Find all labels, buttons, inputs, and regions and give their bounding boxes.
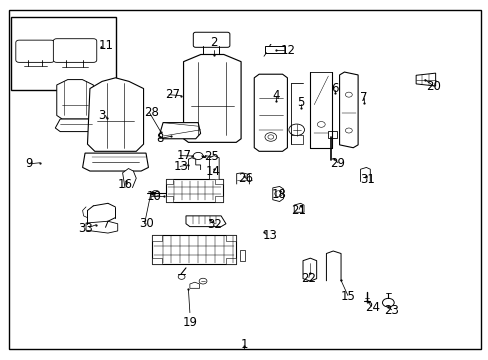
Text: 7: 7 [360,91,367,104]
Polygon shape [82,153,148,171]
Polygon shape [159,123,200,139]
Text: 14: 14 [205,165,220,177]
Bar [215,197,223,202]
FancyBboxPatch shape [193,32,229,47]
Text: 29: 29 [330,157,345,170]
Text: 20: 20 [426,80,440,93]
Bar [152,235,235,264]
Text: 6: 6 [330,82,338,95]
Polygon shape [86,221,118,233]
Bar [264,45,285,53]
Polygon shape [19,42,51,60]
Bar [225,235,235,241]
Text: 13: 13 [173,160,188,173]
Text: 11: 11 [98,39,113,52]
Text: 9: 9 [25,157,33,170]
Polygon shape [57,80,93,119]
Text: 2: 2 [210,36,218,49]
Text: 4: 4 [272,89,279,102]
Bar [152,235,161,241]
Text: 5: 5 [296,96,304,109]
Polygon shape [55,119,97,132]
Bar [225,258,235,264]
Text: 19: 19 [182,316,197,329]
Text: 15: 15 [340,290,355,303]
Text: 12: 12 [281,44,295,57]
Polygon shape [87,78,143,151]
Circle shape [151,192,155,195]
Text: 21: 21 [290,204,305,217]
Text: 28: 28 [144,106,159,119]
Polygon shape [326,251,340,281]
Polygon shape [185,216,225,226]
Bar [165,197,173,202]
Text: 16: 16 [117,178,132,191]
Text: 17: 17 [176,149,191,162]
Text: 26: 26 [238,172,252,185]
Polygon shape [360,167,369,182]
Text: 10: 10 [147,190,162,203]
Polygon shape [239,250,245,261]
Bar [11,17,116,90]
Polygon shape [189,282,199,288]
Bar [152,258,161,264]
Text: 18: 18 [272,188,286,201]
Polygon shape [122,168,136,188]
FancyBboxPatch shape [53,39,97,62]
Polygon shape [339,72,357,148]
Bar [165,179,173,184]
Text: 23: 23 [384,305,398,318]
Text: 3: 3 [98,109,105,122]
Text: 33: 33 [79,222,93,235]
Text: 13: 13 [262,229,277,242]
Text: 22: 22 [301,272,316,285]
Polygon shape [415,73,435,86]
Polygon shape [254,74,287,151]
Text: 24: 24 [364,301,379,314]
Polygon shape [183,54,241,142]
Bar [215,179,223,184]
Polygon shape [290,135,303,144]
FancyBboxPatch shape [16,40,54,62]
Text: 27: 27 [165,88,180,101]
Text: 32: 32 [206,218,221,231]
Polygon shape [209,156,219,179]
Polygon shape [188,158,200,170]
Text: 25: 25 [203,150,218,163]
Text: 31: 31 [359,173,374,186]
Polygon shape [236,173,249,184]
Polygon shape [303,258,316,281]
Polygon shape [272,186,283,202]
Text: 8: 8 [157,132,164,145]
Text: 1: 1 [240,338,248,351]
Polygon shape [294,203,304,212]
Bar [328,131,336,138]
Text: 30: 30 [140,217,154,230]
Bar [165,179,223,202]
